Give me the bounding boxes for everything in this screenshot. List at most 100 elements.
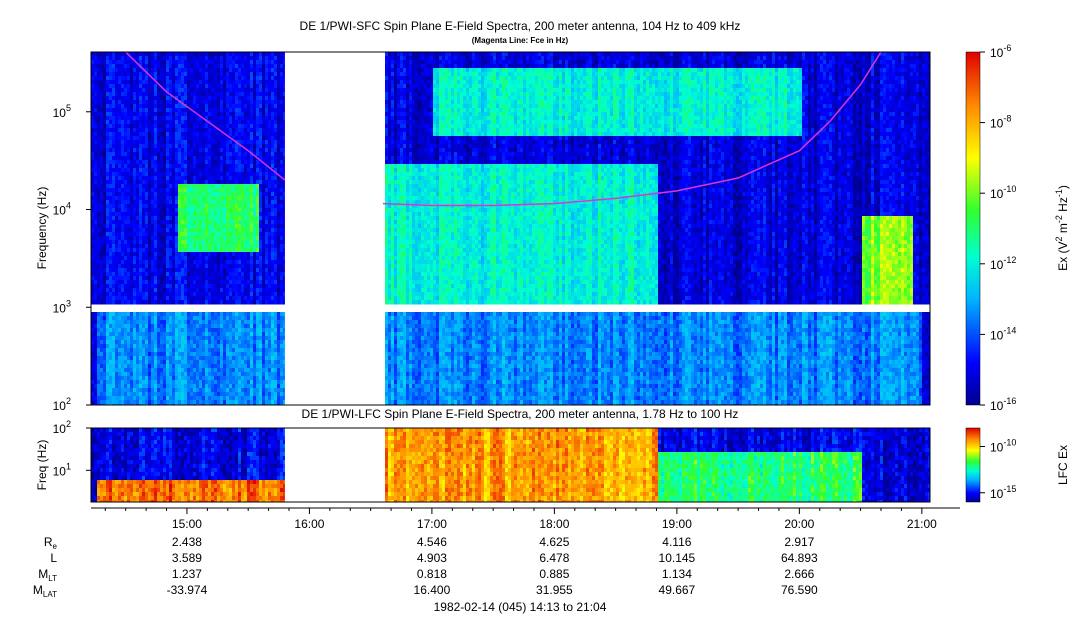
spectrogram-cell — [211, 300, 215, 305]
spectrogram-cell — [97, 220, 101, 225]
spectrogram-cell — [220, 284, 224, 289]
spectrogram-cell — [196, 180, 200, 185]
spectrogram-cell — [139, 372, 143, 377]
spectrogram-cell — [103, 220, 107, 225]
spectrogram-cell — [124, 92, 128, 97]
spectrogram-cell — [94, 56, 98, 61]
spectrogram-cell — [208, 148, 212, 153]
spectrogram-cell — [136, 212, 140, 217]
spectrogram-cell — [154, 152, 158, 157]
spectrogram-cell — [121, 400, 125, 405]
spectrogram-cell — [106, 288, 110, 293]
spectrogram-cell — [127, 72, 131, 77]
spectrogram-cell — [109, 72, 113, 77]
spectrogram-cell — [253, 232, 257, 237]
spectrogram-cell — [217, 212, 221, 217]
spectrogram-cell — [220, 372, 224, 377]
spectrogram-cell — [118, 84, 122, 89]
spectrogram-cell — [133, 160, 137, 165]
spectrogram-cell — [163, 116, 167, 121]
spectrogram-cell — [199, 376, 203, 381]
spectrogram-cell — [106, 240, 110, 245]
spectrogram-cell — [229, 100, 233, 105]
spectrogram-cell — [247, 84, 251, 89]
spectrogram-cell — [154, 148, 158, 153]
spectrogram-cell — [91, 344, 95, 349]
spectrogram-cell — [142, 396, 146, 401]
spectrogram-cell — [199, 284, 203, 289]
spectrogram-cell — [184, 96, 188, 101]
spectrogram-cell — [133, 240, 137, 245]
spectrogram-cell — [118, 360, 122, 365]
spectrogram-cell — [124, 244, 128, 249]
spectrogram-cell — [100, 112, 104, 117]
spectrogram-cell — [100, 188, 104, 193]
spectrogram-cell — [139, 336, 143, 341]
spectrogram-cell — [151, 336, 155, 341]
spectrogram-cell — [139, 104, 143, 109]
spectrogram-cell — [118, 156, 122, 161]
spectrogram-cell — [211, 72, 215, 77]
spectrogram-cell — [166, 88, 170, 93]
spectrogram-cell — [193, 368, 197, 373]
spectrogram-cell — [157, 256, 161, 261]
spectrogram-cell — [169, 292, 173, 297]
spectrogram-cell — [91, 192, 95, 197]
spectrogram-cell — [163, 388, 167, 393]
spectrogram-cell — [178, 260, 182, 265]
spectrogram-cell — [172, 388, 176, 393]
spectrogram-cell — [175, 52, 179, 57]
spectrogram-cell — [166, 68, 170, 73]
spectrogram-cell — [184, 52, 188, 57]
spectrogram-cell — [250, 364, 254, 369]
spectrogram-cell — [106, 84, 110, 89]
spectrogram-cell — [127, 368, 131, 373]
spectrogram-cell — [244, 312, 248, 317]
spectrogram-cell — [109, 348, 113, 353]
spectrogram-cell — [160, 116, 164, 121]
spectrogram-cell — [178, 76, 182, 81]
spectrogram-cell — [196, 264, 200, 269]
spectrogram-cell — [187, 236, 191, 241]
spectrogram-cell — [124, 232, 128, 237]
spectrogram-cell — [241, 264, 245, 269]
spectrogram-cell — [244, 376, 248, 381]
spectrogram-cell — [133, 92, 137, 97]
spectrogram-cell — [151, 148, 155, 153]
spectrogram-cell — [172, 272, 176, 277]
spectrogram-cell — [97, 100, 101, 105]
spectrogram-cell — [118, 364, 122, 369]
spectrogram-cell — [235, 116, 239, 121]
spectrogram-cell — [184, 156, 188, 161]
spectrogram-cell — [142, 56, 146, 61]
spectrogram-cell — [103, 160, 107, 165]
spectrogram-cell — [166, 276, 170, 281]
spectrogram-cell — [118, 128, 122, 133]
spectrogram-cell — [160, 148, 164, 153]
spectrogram-cell — [151, 116, 155, 121]
spectrogram-cell — [217, 300, 221, 305]
spectrogram-cell — [259, 172, 263, 177]
spectrogram-cell — [214, 236, 218, 241]
spectrogram-cell — [226, 56, 230, 61]
spectrogram-cell — [136, 400, 140, 405]
spectrogram-cell — [211, 80, 215, 85]
spectrogram-cell — [127, 252, 131, 257]
spectrogram-cell — [112, 236, 116, 241]
spectrogram-cell — [214, 64, 218, 69]
spectrogram-cell — [178, 120, 182, 125]
spectrogram-cell — [151, 108, 155, 113]
spectrogram-cell — [220, 56, 224, 61]
spectrogram-cell — [256, 244, 260, 249]
spectrogram-cell — [115, 224, 119, 229]
spectrogram-cell — [97, 164, 101, 169]
spectrogram-cell — [139, 68, 143, 73]
spectrogram-cell — [142, 232, 146, 237]
spectrogram-cell — [112, 132, 116, 137]
spectrogram-cell — [112, 244, 116, 249]
spectrogram-cell — [250, 144, 254, 149]
spectrogram-cell — [256, 80, 260, 85]
spectrogram-cell — [229, 312, 233, 317]
spectrogram-cell — [142, 212, 146, 217]
spectrogram-cell — [232, 348, 236, 353]
